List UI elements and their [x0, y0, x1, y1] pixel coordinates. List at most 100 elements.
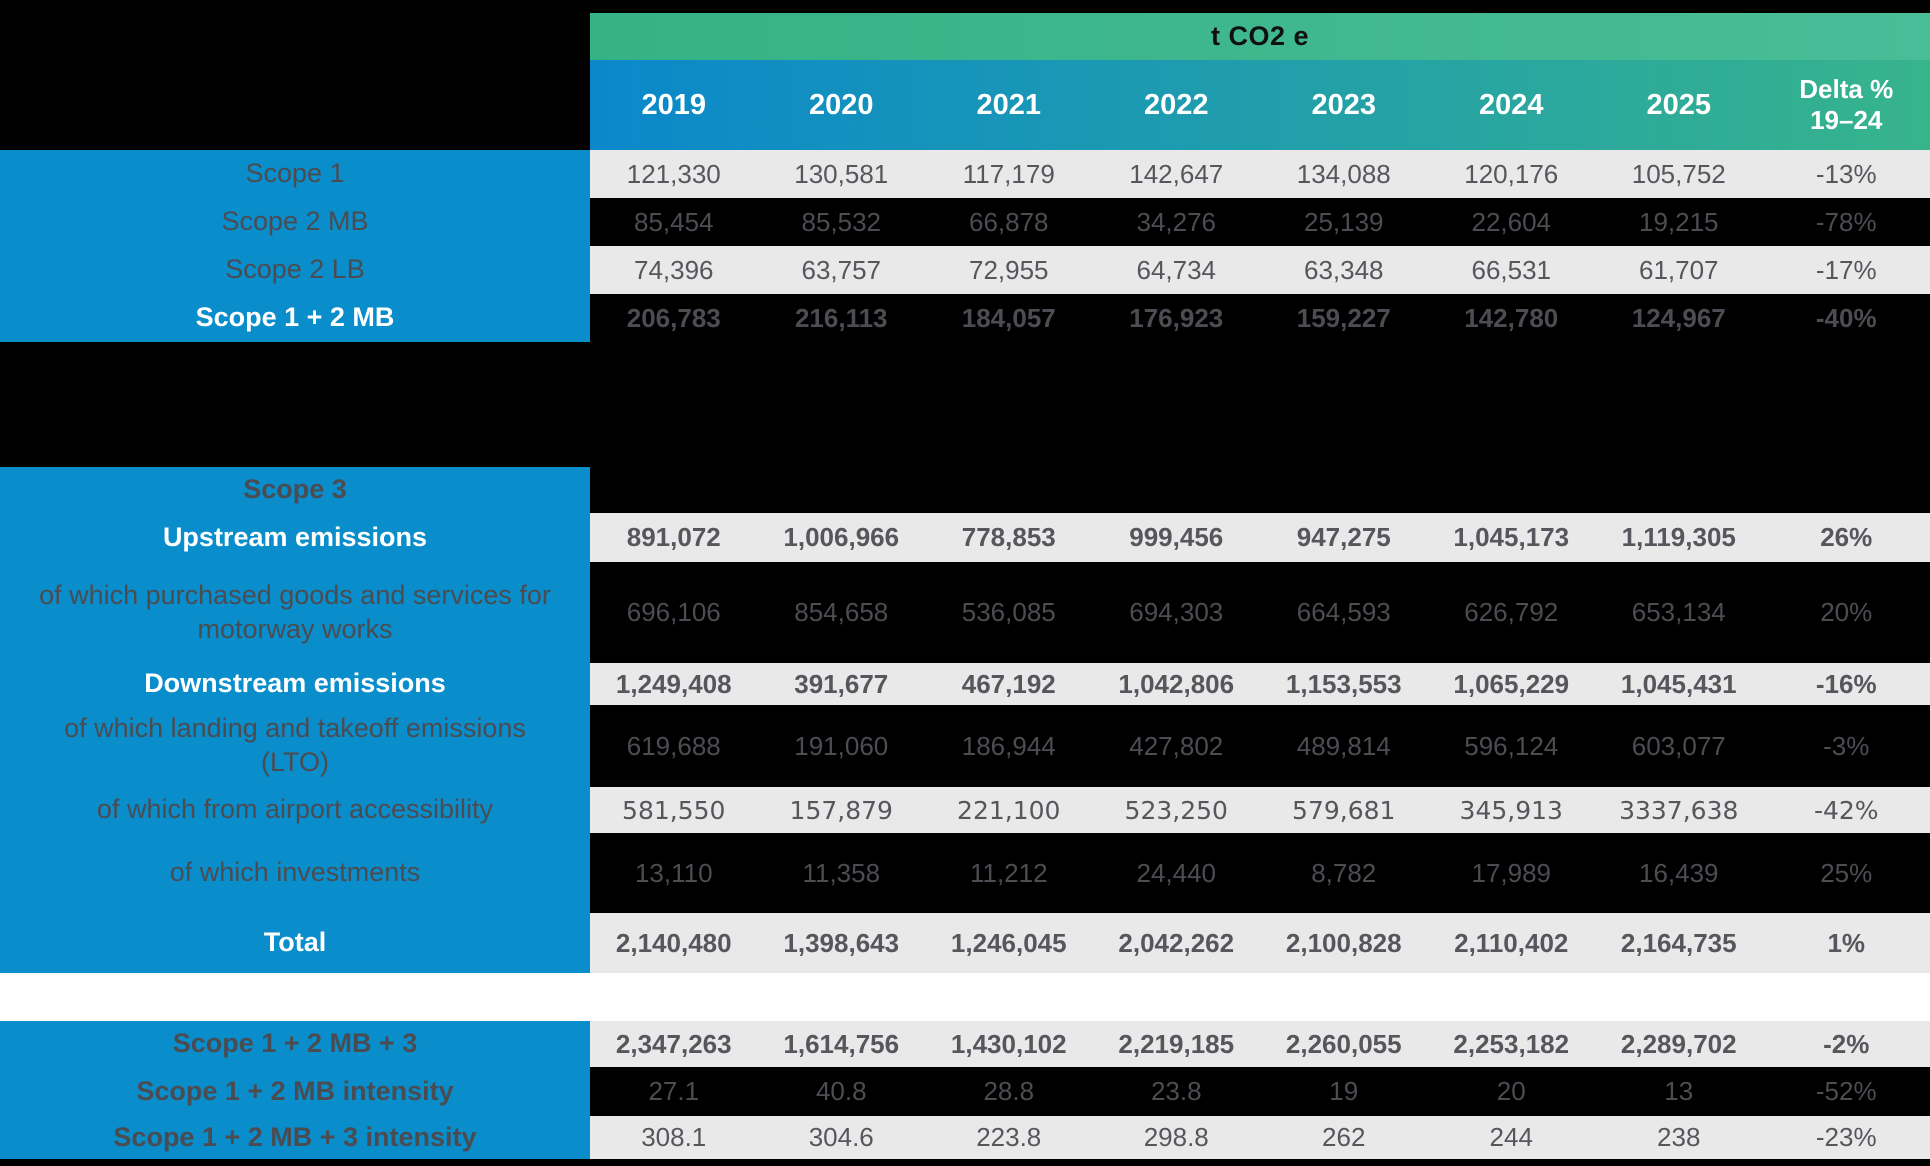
value-cell: 619,688: [626, 730, 721, 761]
row-label: Scope 1 + 2 MB + 3: [0, 1021, 590, 1067]
value-cell: 778,853: [961, 522, 1056, 552]
value-cell: 999,456: [1129, 522, 1224, 552]
table-row: Scope 1 + 2 MB + 3 intensity 308.1 304.6 2…: [0, 1116, 1930, 1159]
row-label-text: of which landing and takeoff emissions (…: [64, 713, 526, 777]
value-cell: 345,913: [1459, 795, 1563, 825]
value-cell: 28.8: [983, 1076, 1035, 1106]
value-cell: 85,454: [633, 206, 714, 237]
row-values: 1,249,408 391,677 467,192 1,042,806 1,153,55…: [590, 663, 1930, 705]
value-cell: 13,110: [634, 857, 713, 888]
value-cell: 64,734: [1136, 254, 1217, 285]
value-cell: 1,430,102: [950, 1028, 1067, 1059]
row-label-text: Total: [263, 927, 327, 958]
value-cell: 1,153,553: [1285, 668, 1402, 699]
value-cell: 11,212: [969, 857, 1048, 888]
value-cell: 2,110,402: [1454, 927, 1569, 958]
value-cell: 191,060: [794, 730, 889, 761]
value-cell: 63,348: [1303, 254, 1384, 285]
row-label-text: Scope 1: [245, 158, 345, 189]
value-cell: 3337,638: [1619, 795, 1739, 825]
section-gap-white: [0, 973, 1930, 1021]
value-cell: 2,219,185: [1118, 1028, 1235, 1059]
value-cell: 1,398,643: [783, 927, 900, 958]
value-cell: 11,358: [802, 857, 881, 888]
unit-header-bar: t CO2 e: [590, 13, 1930, 60]
delta-cell: -2%: [1823, 1028, 1870, 1059]
delta-cell: -16%: [1815, 668, 1877, 699]
value-cell: 1,045,431: [1620, 668, 1737, 699]
delta-cell: -3%: [1823, 730, 1870, 761]
row-label: Scope 3: [0, 467, 590, 513]
value-cell: 854,658: [794, 597, 889, 627]
value-cell: 523,250: [1124, 795, 1228, 825]
row-values: 2,347,263 1,614,756 1,430,102 2,219,185 2,26…: [590, 1021, 1930, 1067]
row-values: 27.1 40.8 28.8 23.8 19 20 13 -52%: [590, 1067, 1930, 1116]
value-cell: 2,140,480: [615, 927, 732, 958]
table-row: Total 2,140,480 1,398,643 1,246,045 2,042,2…: [0, 913, 1930, 973]
row-values: [590, 467, 1930, 513]
value-cell: 142,780: [1464, 302, 1559, 333]
value-cell: 27.1: [648, 1076, 700, 1106]
value-cell: 1,614,756: [783, 1028, 900, 1059]
delta-cell: 20%: [1820, 597, 1873, 627]
row-label: Downstream emissions: [0, 663, 590, 705]
table-row: Scope 2 LB 74,396 63,757 72,955 64,734 63,34…: [0, 246, 1930, 294]
value-cell: 2,253,182: [1453, 1028, 1570, 1059]
delta-cell: -23%: [1815, 1122, 1877, 1152]
value-cell: 34,276: [1136, 206, 1217, 237]
value-cell: 216,113: [794, 302, 888, 333]
value-cell: 1,249,408: [615, 668, 732, 699]
summary-block: Scope 1 + 2 MB + 3 2,347,263 1,614,756 1,4…: [0, 1021, 1930, 1159]
row-values: 13,110 11,358 11,212 24,440 8,782 17,989 16,43…: [590, 833, 1930, 913]
value-cell: 206,783: [626, 302, 721, 333]
value-cell: 2,042,262: [1118, 927, 1235, 958]
value-cell: 63,757: [801, 254, 882, 285]
value-cell: 1,065,229: [1453, 668, 1570, 699]
delta-header-line2: 19–24: [1810, 105, 1883, 135]
value-cell: 244: [1489, 1122, 1533, 1152]
year-header: 2025: [1646, 88, 1711, 121]
delta-cell: 26%: [1820, 522, 1873, 552]
year-header: 2022: [1143, 88, 1209, 121]
row-label-text: Scope 3: [243, 474, 347, 505]
value-cell: 262: [1322, 1122, 1366, 1152]
value-cell: 16,439: [1638, 857, 1719, 888]
value-cell: 1,119,305: [1621, 522, 1736, 552]
scope-1-2-block: Scope 1 121,330 130,581 117,179 142,647 134,…: [0, 150, 1930, 342]
row-label-text: Scope 1 + 2 MB + 3 intensity: [113, 1121, 477, 1152]
row-label-text: Downstream emissions: [144, 668, 446, 699]
value-cell: 120,176: [1464, 158, 1559, 189]
row-values: 696,106 854,658 536,085 694,303 664,593 626,7…: [590, 562, 1930, 663]
value-cell: 20: [1496, 1076, 1526, 1106]
row-values: 619,688 191,060 186,944 427,802 489,814 596,1…: [590, 705, 1930, 787]
row-label: Scope 1 + 2 MB: [0, 294, 590, 342]
row-label-text: Scope 1 + 2 MB + 3: [172, 1028, 418, 1059]
row-values: 891,072 1,006,966 778,853 999,456 947,275 1,0…: [590, 513, 1930, 562]
row-label: of which investments: [0, 833, 590, 913]
value-cell: 626,792: [1464, 597, 1559, 627]
value-cell: 1,246,045: [950, 927, 1067, 958]
row-label-text: Scope 1 + 2 MB: [195, 302, 395, 333]
row-label-text: of which investments: [169, 857, 421, 888]
row-values: 581,550 157,879 221,100 523,250 579,681 345,9…: [590, 787, 1930, 833]
value-cell: 536,085: [961, 597, 1056, 627]
row-label-text: of which from airport accessibility: [96, 794, 494, 825]
value-cell: 19,215: [1638, 206, 1719, 237]
delta-cell: -42%: [1813, 795, 1879, 825]
value-cell: 1,045,173: [1453, 522, 1570, 552]
delta-cell: -40%: [1815, 302, 1877, 333]
delta-header: Delta % 19–24: [1763, 74, 1930, 136]
value-cell: 664,593: [1296, 597, 1391, 627]
row-label-text: Scope 1 + 2 MB intensity: [136, 1075, 454, 1106]
year-header: 2024: [1478, 88, 1544, 121]
row-label: of which landing and takeoff emissions (…: [0, 705, 590, 787]
value-cell: 696,106: [626, 597, 721, 627]
delta-cell: -13%: [1815, 158, 1877, 189]
value-cell: 159,227: [1296, 302, 1391, 333]
scope-3-block: Scope 3 Upstream emissions 891,072 1,006,…: [0, 467, 1930, 973]
value-cell: 238: [1657, 1122, 1701, 1152]
value-cell: 223.8: [976, 1122, 1042, 1152]
value-cell: 694,303: [1129, 597, 1224, 627]
row-label: of which purchased goods and services fo…: [0, 562, 590, 663]
value-cell: 1,042,806: [1118, 668, 1235, 699]
